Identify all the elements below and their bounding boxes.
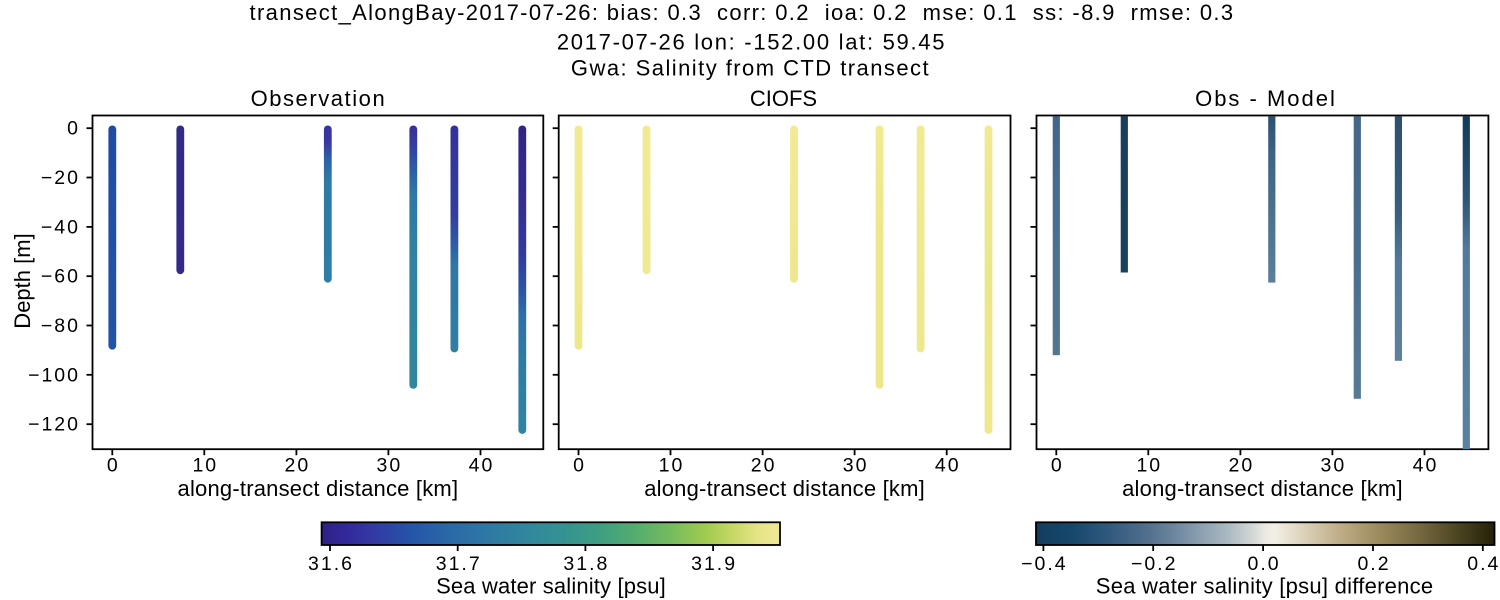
- svg-text:2017-07-26 lon: -152.00 lat: 5: 2017-07-26 lon: -152.00 lat: 59.45: [557, 30, 946, 55]
- svg-text:Sea water salinity [psu] diffe: Sea water salinity [psu] difference: [1096, 574, 1434, 599]
- svg-text:Gwa: Salinity from CTD transec: Gwa: Salinity from CTD transect: [571, 56, 930, 81]
- svg-text:Sea water salinity [psu]: Sea water salinity [psu]: [436, 574, 666, 599]
- svg-text:40: 40: [935, 455, 961, 477]
- svg-text:0.2: 0.2: [1357, 553, 1390, 575]
- svg-text:20: 20: [1229, 455, 1255, 477]
- svg-text:−100: −100: [28, 364, 80, 386]
- svg-text:along-transect distance [km]: along-transect distance [km]: [644, 476, 925, 501]
- svg-text:20: 20: [751, 455, 777, 477]
- svg-text:20: 20: [285, 455, 311, 477]
- svg-text:−0.2: −0.2: [1131, 553, 1178, 575]
- svg-text:0.0: 0.0: [1248, 553, 1281, 575]
- svg-text:40: 40: [1413, 455, 1439, 477]
- svg-text:Obs - Model: Obs - Model: [1195, 86, 1337, 111]
- svg-text:30: 30: [1321, 455, 1347, 477]
- svg-text:31.6: 31.6: [308, 553, 354, 575]
- svg-text:0.4: 0.4: [1467, 553, 1500, 575]
- svg-text:transect_AlongBay-2017-07-26:: transect_AlongBay-2017-07-26: bias: 0.3 …: [250, 0, 1235, 25]
- svg-text:Observation: Observation: [251, 86, 387, 111]
- svg-text:31.7: 31.7: [436, 553, 482, 575]
- svg-text:10: 10: [1136, 455, 1162, 477]
- svg-text:−60: −60: [41, 266, 80, 288]
- svg-text:0: 0: [1051, 455, 1064, 477]
- svg-text:0: 0: [67, 118, 80, 140]
- svg-text:CIOFS: CIOFS: [750, 86, 817, 111]
- svg-text:0: 0: [107, 455, 120, 477]
- svg-text:31.9: 31.9: [691, 553, 737, 575]
- svg-text:along-transect distance [km]: along-transect distance [km]: [178, 476, 459, 501]
- svg-text:10: 10: [659, 455, 685, 477]
- svg-text:31.8: 31.8: [563, 553, 609, 575]
- svg-text:0: 0: [573, 455, 586, 477]
- svg-text:−40: −40: [41, 216, 80, 238]
- svg-text:−120: −120: [28, 414, 80, 436]
- svg-text:40: 40: [469, 455, 495, 477]
- svg-text:30: 30: [843, 455, 869, 477]
- svg-text:Depth [m]: Depth [m]: [10, 233, 35, 328]
- svg-text:−0.4: −0.4: [1021, 553, 1068, 575]
- svg-text:30: 30: [377, 455, 403, 477]
- svg-text:−80: −80: [41, 315, 80, 337]
- svg-text:−20: −20: [41, 167, 80, 189]
- svg-text:10: 10: [192, 455, 218, 477]
- svg-text:along-transect distance [km]: along-transect distance [km]: [1122, 476, 1403, 501]
